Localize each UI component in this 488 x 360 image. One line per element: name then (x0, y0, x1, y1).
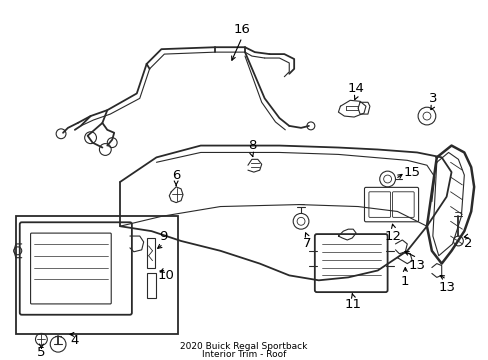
FancyBboxPatch shape (364, 187, 418, 222)
Bar (146, 238, 154, 267)
FancyBboxPatch shape (368, 192, 390, 217)
Text: 3: 3 (427, 92, 436, 105)
Text: Interior Trim - Roof: Interior Trim - Roof (202, 350, 285, 359)
Text: 9: 9 (159, 230, 167, 243)
Text: 15: 15 (403, 166, 420, 179)
Text: 7: 7 (302, 238, 310, 251)
Text: 1: 1 (400, 275, 409, 288)
Text: 13: 13 (437, 281, 454, 294)
FancyBboxPatch shape (392, 192, 413, 217)
Bar (16, 216, 178, 334)
Text: 14: 14 (347, 82, 364, 95)
Text: 13: 13 (408, 259, 425, 272)
Text: 8: 8 (247, 139, 256, 152)
Text: 12: 12 (384, 230, 401, 243)
Text: 2020 Buick Regal Sportback: 2020 Buick Regal Sportback (180, 342, 307, 351)
FancyBboxPatch shape (20, 222, 132, 315)
FancyBboxPatch shape (314, 234, 387, 292)
Text: 5: 5 (37, 346, 45, 359)
Text: 6: 6 (172, 168, 180, 181)
Text: 16: 16 (233, 23, 250, 36)
Text: 2: 2 (463, 238, 471, 251)
Bar (146, 274, 156, 298)
Text: 11: 11 (344, 298, 361, 311)
FancyBboxPatch shape (31, 233, 111, 304)
Text: 4: 4 (70, 334, 79, 347)
Text: 10: 10 (158, 269, 174, 282)
